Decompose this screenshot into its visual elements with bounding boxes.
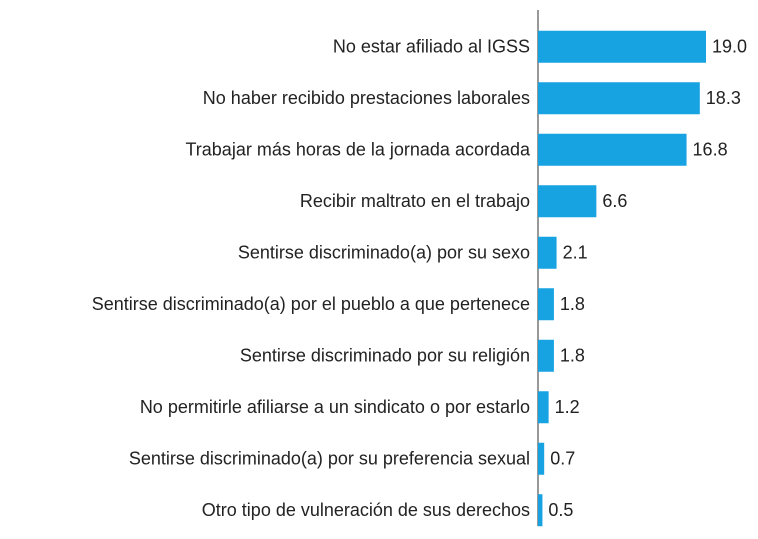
y-tick-label: Sentirse discriminado por su religión <box>240 346 530 366</box>
bar <box>538 442 545 475</box>
bar <box>538 339 554 372</box>
y-tick-label: Sentirse discriminado(a) por su preferen… <box>129 449 530 469</box>
bar <box>538 391 549 424</box>
bar <box>538 133 687 166</box>
bar <box>538 236 557 269</box>
value-label: 0.5 <box>548 500 573 520</box>
value-label: 19.0 <box>712 37 747 57</box>
y-tick-label: Trabajar más horas de la jornada acordad… <box>185 140 531 160</box>
value-label: 6.6 <box>602 191 627 211</box>
value-label: 0.7 <box>550 449 575 469</box>
bar <box>538 288 554 321</box>
value-label: 18.3 <box>706 88 741 108</box>
bar <box>538 82 700 115</box>
value-label: 16.8 <box>693 140 728 160</box>
y-tick-label: No haber recibido prestaciones laborales <box>203 88 530 108</box>
y-tick-label: Otro tipo de vulneración de sus derechos <box>202 500 530 520</box>
bar <box>538 494 543 527</box>
bar <box>538 30 706 63</box>
y-tick-label: Sentirse discriminado(a) por su sexo <box>238 243 530 263</box>
y-tick-label: No permitirle afiliarse a un sindicato o… <box>140 397 530 417</box>
value-label: 1.8 <box>560 294 585 314</box>
y-tick-label: No estar afiliado al IGSS <box>333 37 530 57</box>
y-tick-label: Recibir maltrato en el trabajo <box>300 191 530 211</box>
value-label: 1.8 <box>560 346 585 366</box>
value-label: 1.2 <box>555 397 580 417</box>
value-label: 2.1 <box>563 243 588 263</box>
y-tick-label: Sentirse discriminado(a) por el pueblo a… <box>92 294 530 314</box>
bar <box>538 185 597 218</box>
